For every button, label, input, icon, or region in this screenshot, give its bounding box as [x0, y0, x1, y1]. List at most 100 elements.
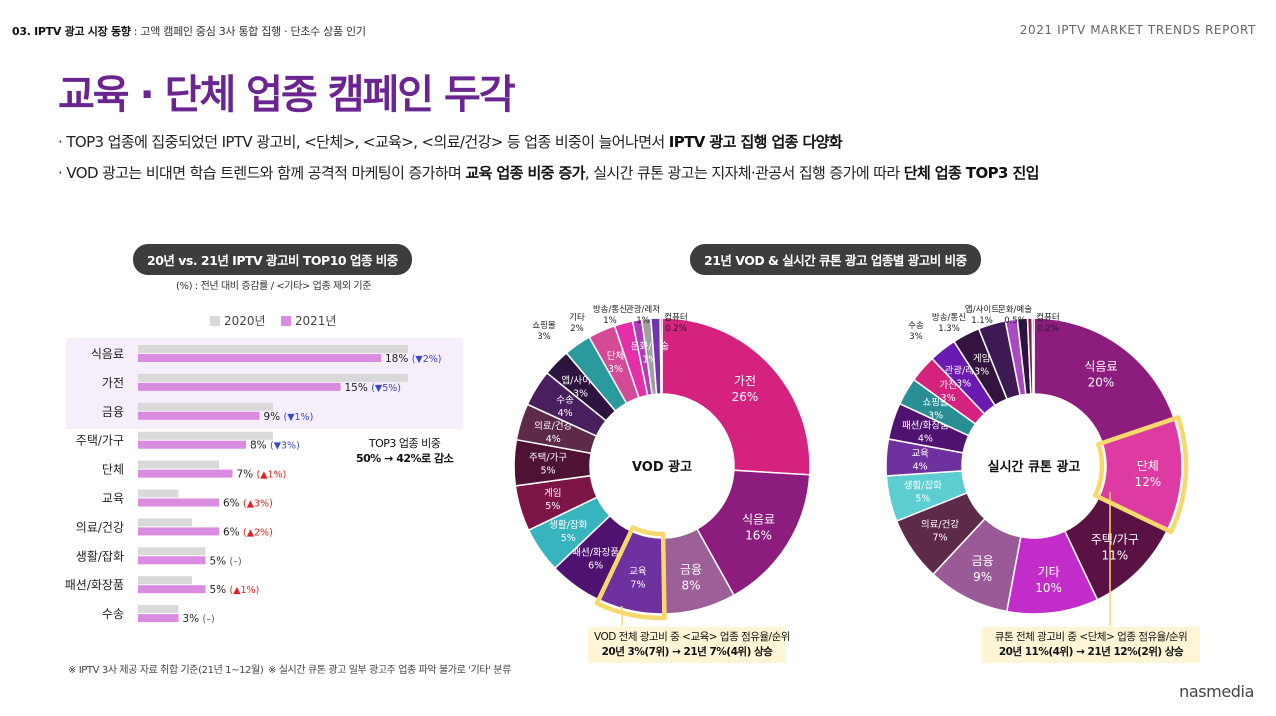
bar-change: (▲1%) [230, 585, 260, 596]
realtime-donut-slice-value: 5% [915, 493, 930, 504]
bar-value: 5% [210, 555, 230, 567]
vod-donut-slice-label: 게임 [544, 487, 561, 499]
vod-donut-slice-label: 교육 [629, 566, 647, 577]
vod-donut-slice-label: 수송 [556, 395, 574, 406]
realtime-donut-slice-value: 3% [941, 393, 956, 404]
realtime-donut-highlight-outline [1093, 415, 1189, 535]
vod-donut-highlight-outline [594, 525, 667, 621]
bar-category-label: 가전 [102, 376, 124, 390]
report-title: 2021 IPTV MARKET TRENDS REPORT [1019, 23, 1256, 37]
bar-value-label: 9% (▼1%) [264, 411, 314, 423]
vod-donut-slice-value: 5% [545, 501, 560, 512]
bullet-1-emphasis: IPTV 광고 집행 업종 다양화 [668, 133, 843, 151]
vod-callout: VOD 전체 광고비 중 <교육> 업종 점유율/순위 20년 3%(7위) → … [588, 627, 790, 663]
vod-donut-slice-value: 16% [745, 529, 772, 543]
realtime-donut-slice-value: 4% [918, 433, 933, 444]
bar-2020 [138, 345, 408, 353]
bar-2021 [138, 498, 219, 507]
bar-value-label: 7% (▲1%) [237, 469, 287, 481]
bar-change: (▲2%) [243, 527, 273, 538]
realtime-donut-slice-label: 패션/화장품 [902, 420, 949, 431]
vod-donut-slice-value: 8% [681, 578, 700, 592]
realtime-donut-outer-value: 1.1% [971, 316, 993, 326]
realtime-donut-slice-value: 7% [932, 532, 947, 543]
top3-annotation: TOP3 업종 비중 50% → 42%로 감소 [356, 436, 454, 466]
vod-donut-slice-label: 가전 [734, 374, 756, 388]
realtime-donut-slice-label: 주택/가구 [1091, 532, 1139, 546]
bar-change: (▲1%) [257, 470, 287, 481]
bar-value: 6% [223, 526, 243, 538]
bar-value: 7% [237, 469, 257, 481]
realtime-donut-outer-label: 문화/예술 [998, 304, 1032, 315]
bar-category-label: 식음료 [91, 347, 124, 361]
bar-value: 6% [223, 498, 243, 510]
vod-donut-slice-label: 식음료 [742, 513, 775, 527]
bar-change: (▲3%) [243, 499, 273, 510]
vod-donut-slice-value: 5% [561, 533, 576, 544]
legend-label-2020: 2020년 [224, 314, 266, 328]
bar-2021 [138, 527, 219, 536]
realtime-donut-center-label: 실시간 큐톤 광고 [988, 459, 1081, 475]
realtime-donut-slice-value: 12% [1134, 475, 1161, 489]
realtime-donut-slice-label: 기타 [1038, 565, 1060, 579]
bullet-2-emphasis: 교육 업종 비중 증가 [465, 164, 585, 182]
realtime-donut-slice-label: 쇼핑몰 [922, 397, 948, 408]
bar-change: (–) [203, 614, 215, 625]
bar-2020 [138, 460, 219, 469]
realtime-donut-slice [1033, 317, 1176, 445]
realtime-callout-line1: 큐톤 전체 광고비 중 <단체> 업종 점유율/순위 [994, 631, 1188, 643]
vod-donut-outer-value: 1% [636, 316, 650, 326]
bar-chart: 식음료 18% (▼2%) 가전 15% (▼5%) 금융 9% (▼1%) 주택/가구 8%… [65, 345, 441, 625]
realtime-donut-slice-value: 3% [974, 367, 989, 378]
legend-swatch-2020 [210, 316, 220, 326]
bar-value: 8% [250, 440, 270, 452]
bar-2020 [138, 489, 179, 498]
bar-value-label: 5% (–) [210, 555, 242, 567]
bar-2020 [138, 518, 192, 527]
legend-swatch-2021 [280, 316, 291, 326]
bar-chart-title: 20년 vs. 21년 IPTV 광고비 TOP10 업종 비중 [133, 244, 412, 275]
bar-value-label: 3% (–) [183, 613, 215, 625]
bar-change: (▼5%) [371, 383, 401, 394]
vod-callout-line1: VOD 전체 광고비 중 <교육> 업종 점유율/순위 [594, 631, 790, 643]
vod-donut-slice-label: 패션/화장품 [572, 548, 619, 559]
vod-donut-slice-label: 주택/가구 [529, 452, 567, 463]
realtime-callout-line2: 20년 11%(4위) → 21년 12%(2위) 상승 [998, 646, 1184, 658]
vod-donut-slice-value: 26% [732, 390, 759, 404]
vod-donut-outer-label: 방송/통신 [593, 304, 627, 315]
top3-annotation-line1: TOP3 업종 비중 [368, 437, 441, 450]
bar-2020 [138, 373, 408, 382]
bar-category-label: 교육 [102, 492, 124, 506]
bar-2020 [138, 605, 179, 614]
bar-2021 [138, 354, 381, 362]
vod-donut-slice [661, 317, 811, 476]
vod-donut-outer-value: 3% [537, 332, 551, 342]
realtime-donut-slice-label: 단체 [1137, 459, 1159, 473]
footnote-2: ※ 실시간 큐톤 광고 일부 광고주 업종 파악 불가로 '기타' 분류 [268, 665, 511, 676]
bar-2021 [138, 440, 246, 449]
vod-donut-slice-value: 6% [588, 561, 603, 572]
realtime-donut-slice-label: 생활/잡화 [904, 479, 942, 491]
realtime-donut-slice-label: 교육 [911, 448, 929, 459]
bar-category-label: 패션/화장품 [65, 578, 124, 592]
brand-logo: nasmedia [1179, 682, 1254, 701]
realtime-donut-slice-label: 식음료 [1084, 360, 1117, 374]
bar-2021 [138, 585, 206, 594]
realtime-donut-slice [1031, 317, 1035, 395]
realtime-donut-slice-value: 11% [1101, 548, 1128, 562]
bar-chart-subtitle: (%) : 전년 대비 증감률 / <기타> 업종 제외 기준 [176, 281, 372, 292]
vod-donut-slice [659, 317, 663, 395]
bar-2020 [138, 431, 273, 440]
vod-donut-slice-label: 단체 [607, 351, 624, 362]
bar-value: 18% [385, 353, 412, 365]
vod-donut-slice-value: 3% [608, 364, 623, 375]
bar-2021 [138, 411, 260, 420]
vod-donut-outer-label: 기타 [569, 313, 585, 323]
bar-value: 15% [345, 382, 372, 394]
vod-donut-slice-label: 금융 [680, 562, 702, 576]
section-subtitle: : 고액 캠페인 중심 3사 통합 집행 · 단초수 상품 인기 [130, 25, 366, 38]
vod-donut-slice-value: 4% [558, 408, 573, 419]
realtime-donut-slice-label: 게임 [973, 353, 990, 365]
realtime-donut-slice-value: 4% [913, 461, 928, 472]
vod-donut-outer-value: 1% [603, 316, 617, 326]
